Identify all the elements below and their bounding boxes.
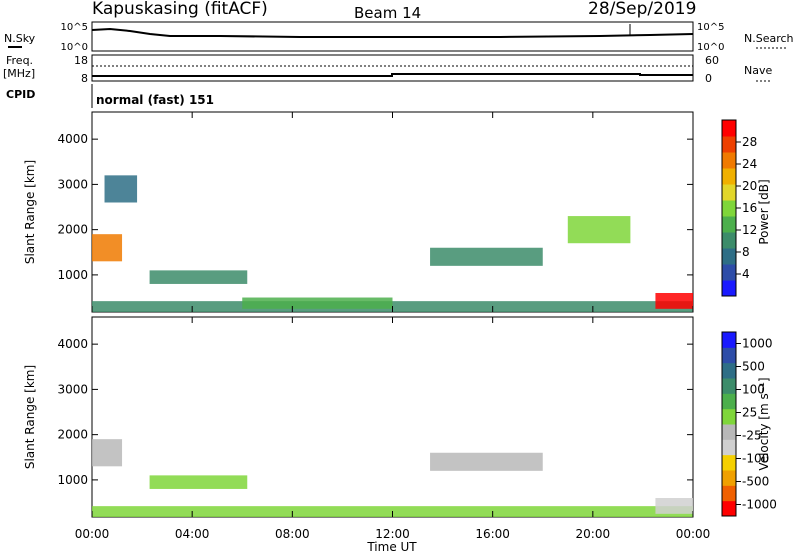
heatmap-cell bbox=[430, 452, 543, 471]
colorbar-segment bbox=[722, 216, 736, 233]
colorbar-tick-label: 4 bbox=[742, 267, 750, 281]
velocity-y-label: Slant Range [km] bbox=[23, 365, 37, 469]
heatmap-cell bbox=[655, 497, 693, 514]
colorbar-segment bbox=[722, 152, 736, 169]
cpid-panel: CPID normal (fast) 151 bbox=[6, 84, 214, 108]
x-tick-label: 20:00 bbox=[576, 527, 611, 541]
heatmap-cell bbox=[430, 247, 543, 266]
power-panel: 1000 2000 3000 4000 Slant Range [km] bbox=[23, 111, 694, 313]
noise-tick-high: 10^5 bbox=[61, 22, 88, 33]
colorbar-segment bbox=[722, 393, 736, 410]
noise-sky-label: N.Sky bbox=[4, 32, 36, 45]
nave-tick-low: 0 bbox=[705, 72, 712, 85]
heatmap-cell bbox=[92, 439, 123, 467]
power-colorbar: 4 8 12 16 20 24 28 bbox=[721, 119, 757, 297]
colorbar-segment bbox=[722, 485, 736, 502]
colorbar-tick-label: -1000 bbox=[742, 498, 777, 512]
cpid-label: CPID bbox=[6, 88, 35, 101]
colorbar-tick-label: 1000 bbox=[742, 337, 773, 351]
freq-label: Freq. bbox=[6, 54, 33, 67]
colorbar-segment bbox=[722, 248, 736, 265]
colorbar-segment bbox=[722, 378, 736, 394]
freq-tick-high: 18 bbox=[74, 54, 88, 67]
x-tick-label: 08:00 bbox=[275, 527, 310, 541]
x-tick-label: 12:00 bbox=[375, 527, 410, 541]
heatmap-cell bbox=[567, 216, 631, 244]
colorbar-tick-label: -100 bbox=[742, 452, 769, 466]
colorbar-tick-label: 16 bbox=[742, 201, 757, 215]
x-axis-label: Time UT bbox=[366, 540, 417, 554]
colorbar-tick-label: 28 bbox=[742, 135, 757, 149]
power-y-label: Slant Range [km] bbox=[23, 160, 37, 264]
station-title: Kapuskasing (fitACF) bbox=[92, 0, 268, 19]
nave-label: Nave bbox=[744, 64, 772, 77]
freq-panel: Freq. [MHz] 18 8 60 0 Nave bbox=[3, 54, 772, 85]
noise-search-label: N.Search bbox=[744, 32, 794, 45]
colorbar-tick-label: -25 bbox=[742, 429, 762, 443]
y-tick-label: 2000 bbox=[57, 223, 88, 237]
colorbar-segment bbox=[722, 120, 736, 137]
cpid-program: normal (fast) 151 bbox=[96, 93, 214, 107]
heatmap-cell bbox=[242, 297, 393, 309]
velocity-colorbar-label: Velocity [m s⁻¹] bbox=[757, 377, 771, 470]
colorbar-tick-label: 24 bbox=[742, 157, 757, 171]
colorbar-tick-label: 100 bbox=[742, 383, 765, 397]
colorbar-segment bbox=[722, 408, 736, 425]
y-tick-label: 4000 bbox=[57, 337, 88, 351]
colorbar-segment bbox=[722, 168, 736, 185]
colorbar-segment bbox=[722, 347, 736, 364]
colorbar-segment bbox=[722, 439, 736, 456]
power-colorbar-label: Power [dB] bbox=[757, 179, 771, 244]
nave-tick-high: 60 bbox=[705, 54, 719, 67]
heatmap-cell bbox=[104, 175, 138, 203]
noise-panel: N.Sky 10^5 10^0 10^5 10^0 N.Search bbox=[4, 21, 794, 53]
colorbar-tick-label: 20 bbox=[742, 179, 757, 193]
colorbar-tick-label: -500 bbox=[742, 475, 769, 489]
velocity-colorbar: 1000 500 100 25 -25 -100 -500 -1000 bbox=[721, 331, 777, 517]
y-tick-label: 4000 bbox=[57, 132, 88, 146]
y-tick-label: 3000 bbox=[57, 382, 88, 396]
colorbar-segment bbox=[722, 264, 736, 281]
heatmap-cell bbox=[149, 475, 248, 489]
date-title: 28/Sep/2019 bbox=[588, 0, 696, 19]
x-tick-label: 00:00 bbox=[75, 527, 110, 541]
beam-title: Beam 14 bbox=[354, 4, 421, 22]
colorbar-segment bbox=[722, 362, 736, 379]
colorbar-tick-label: 12 bbox=[742, 223, 757, 237]
colorbar-segment bbox=[722, 424, 736, 440]
colorbar-tick-label: 500 bbox=[742, 360, 765, 374]
heatmap-cell bbox=[149, 270, 248, 284]
colorbar-frame bbox=[721, 331, 737, 517]
colorbar-segment bbox=[722, 232, 736, 249]
colorbar-segment bbox=[722, 136, 736, 153]
colorbar-tick-label: 8 bbox=[742, 245, 750, 259]
noise-tick-low: 10^0 bbox=[61, 42, 88, 53]
y-tick-label: 2000 bbox=[57, 428, 88, 442]
colorbar-segment bbox=[722, 454, 736, 471]
noise-tick-low-right: 10^0 bbox=[697, 42, 724, 53]
colorbar-segment bbox=[722, 184, 736, 201]
y-tick-label: 1000 bbox=[57, 268, 88, 282]
x-tick-label: 16:00 bbox=[475, 527, 510, 541]
y-tick-label: 1000 bbox=[57, 473, 88, 487]
y-tick-label: 3000 bbox=[57, 177, 88, 191]
freq-unit-label: [MHz] bbox=[3, 67, 35, 80]
noise-tick-high-right: 10^5 bbox=[697, 22, 724, 33]
colorbar-segment bbox=[722, 500, 736, 517]
colorbar-tick-label: 25 bbox=[742, 406, 757, 420]
freq-tick-low: 8 bbox=[81, 72, 88, 85]
x-tick-label: 00:00 bbox=[676, 527, 711, 541]
colorbar-segment bbox=[722, 332, 736, 348]
colorbar-segment bbox=[722, 280, 736, 297]
colorbar-segment bbox=[722, 470, 736, 486]
colorbar-segment bbox=[722, 200, 736, 217]
heatmap-cell bbox=[655, 292, 693, 309]
x-tick-label: 04:00 bbox=[175, 527, 210, 541]
velocity-panel: 1000 2000 3000 4000 Slant Range [km] bbox=[23, 316, 694, 518]
heatmap-cell bbox=[92, 234, 123, 262]
